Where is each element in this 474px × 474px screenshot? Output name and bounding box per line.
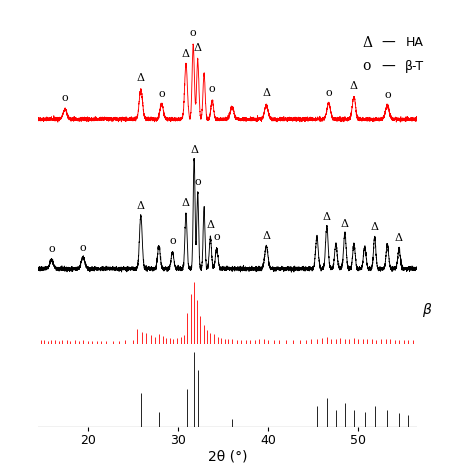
X-axis label: 2θ (°): 2θ (°) bbox=[208, 449, 247, 463]
Text: o: o bbox=[48, 244, 55, 254]
Text: o: o bbox=[384, 90, 391, 100]
Text: Δ: Δ bbox=[182, 198, 190, 208]
Text: $\beta$: $\beta$ bbox=[422, 301, 432, 319]
Text: Δ: Δ bbox=[395, 233, 403, 243]
Text: Δ: Δ bbox=[137, 73, 145, 83]
Text: o: o bbox=[158, 89, 165, 99]
Text: Δ: Δ bbox=[262, 230, 270, 241]
Text: β-T: β-T bbox=[405, 60, 424, 73]
Text: o: o bbox=[194, 177, 201, 187]
Text: o: o bbox=[325, 89, 332, 99]
Text: o: o bbox=[363, 59, 371, 73]
Text: o: o bbox=[62, 93, 68, 103]
Text: Δ: Δ bbox=[190, 145, 198, 155]
Text: Δ: Δ bbox=[341, 219, 349, 229]
Text: Δ: Δ bbox=[206, 220, 214, 230]
Text: Δ: Δ bbox=[182, 49, 190, 59]
Text: Δ: Δ bbox=[363, 36, 373, 50]
Text: Δ: Δ bbox=[323, 212, 331, 222]
Text: Δ: Δ bbox=[371, 222, 379, 232]
Text: Δ: Δ bbox=[350, 82, 358, 91]
Text: o: o bbox=[209, 84, 216, 94]
Text: o: o bbox=[169, 236, 176, 246]
Text: Δ: Δ bbox=[262, 88, 270, 98]
Text: Δ: Δ bbox=[194, 43, 202, 53]
Text: o: o bbox=[190, 28, 197, 38]
Text: —: — bbox=[382, 36, 395, 50]
Text: HA: HA bbox=[405, 36, 423, 49]
Text: Δ: Δ bbox=[137, 201, 145, 210]
Text: o: o bbox=[80, 243, 86, 253]
Text: —: — bbox=[382, 59, 395, 73]
Text: o: o bbox=[213, 232, 220, 242]
